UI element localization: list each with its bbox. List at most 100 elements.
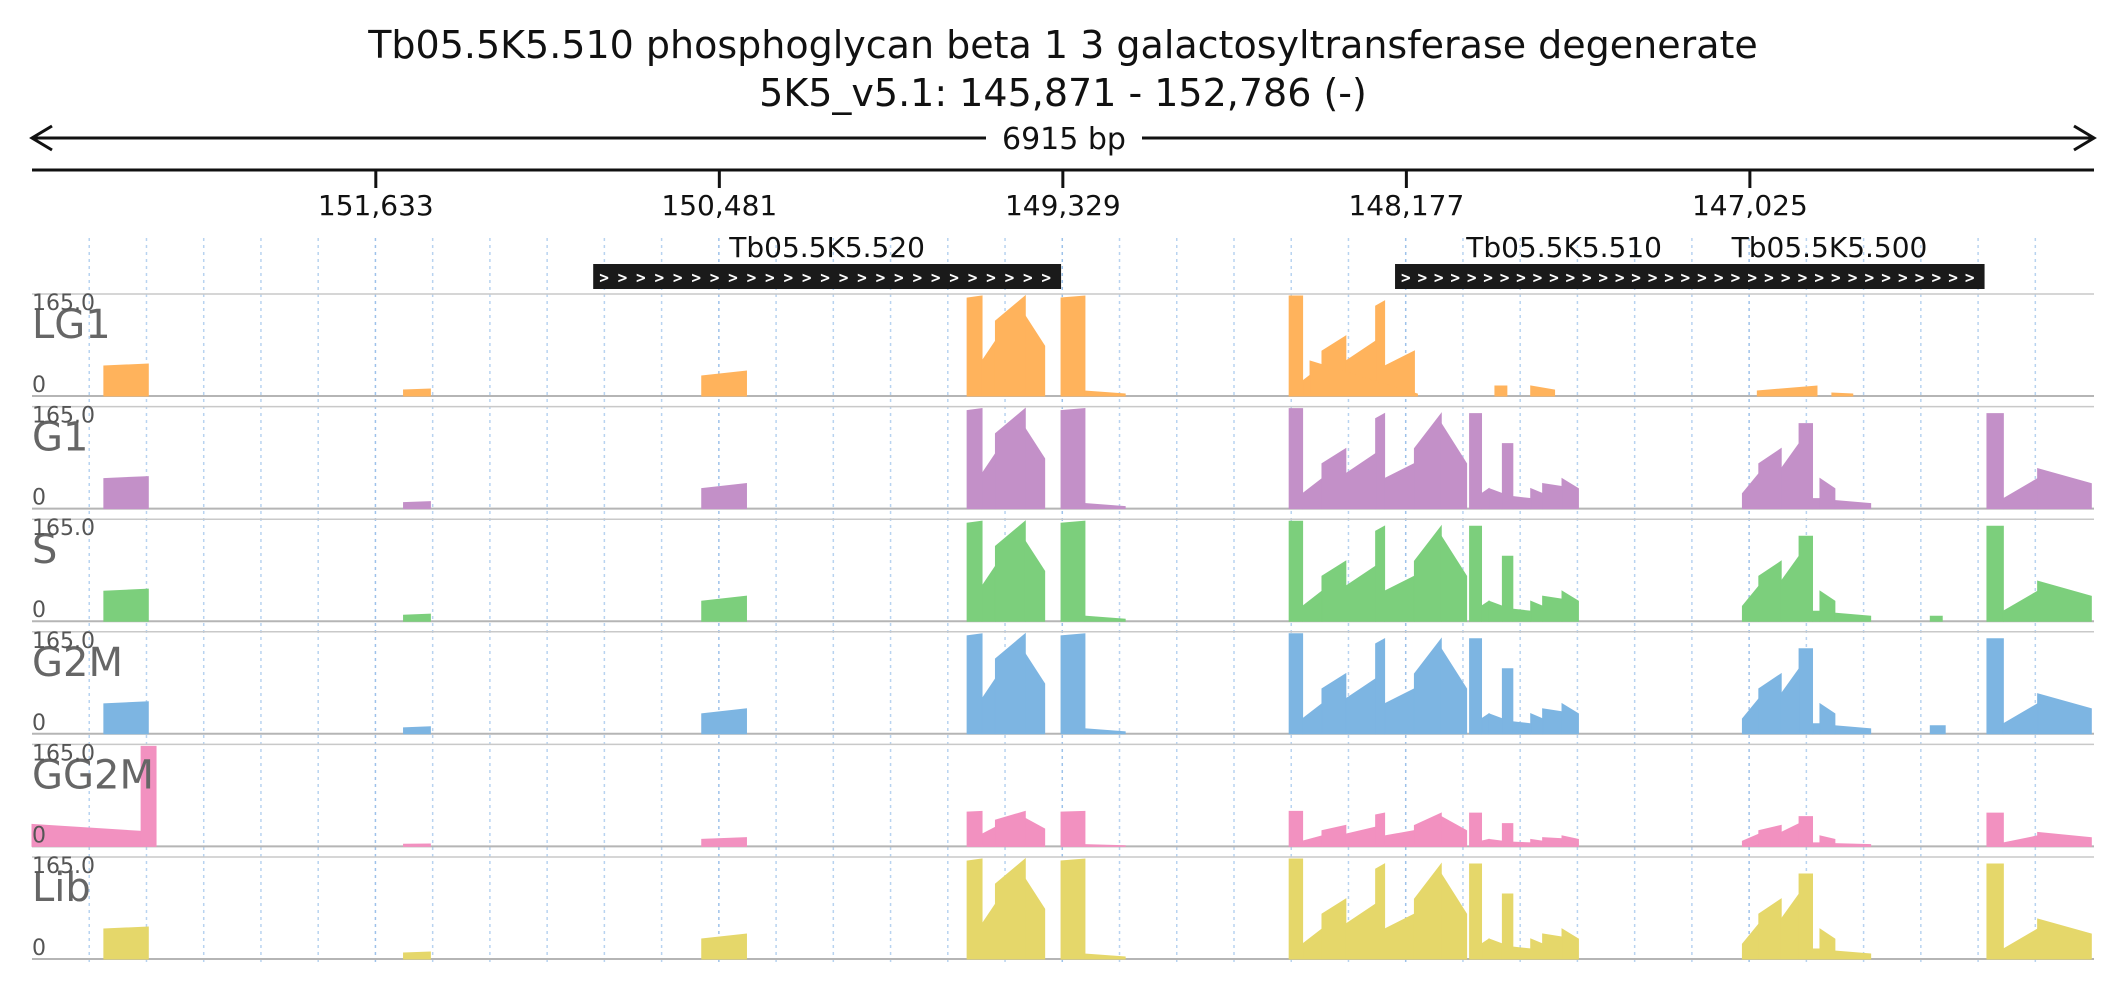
coverage-area — [1834, 500, 1872, 510]
gene-feature[interactable] — [1674, 264, 1985, 289]
coverage-area — [1060, 408, 1086, 510]
coverage-area — [1413, 862, 1442, 960]
coverage-area — [1758, 898, 1782, 960]
coverage-area — [1542, 595, 1563, 622]
coverage-area — [1488, 838, 1503, 847]
coverage-area — [1413, 412, 1442, 510]
coverage-area — [403, 726, 431, 735]
coverage-area — [1469, 413, 1483, 510]
coverage-area — [1819, 702, 1836, 735]
coverage-area — [1819, 835, 1836, 847]
coverage-area — [1512, 946, 1532, 960]
coverage-area — [1812, 610, 1821, 622]
coverage-area — [1501, 555, 1514, 622]
coverage-area — [1469, 525, 1483, 622]
gene-label: Tb05.5K5.510 — [1465, 231, 1662, 264]
strand-arrows: > > > > > > > > > > > > > > > > > > > > … — [599, 268, 1051, 287]
tick-label: 147,025 — [1692, 189, 1808, 222]
coverage-area — [966, 633, 983, 735]
gene-track: Tb05.5K5.520 > > > > > > > > > > > > > > … — [593, 231, 1985, 289]
coverage-area — [103, 363, 149, 397]
coverage-area — [1741, 584, 1760, 622]
coverage-area — [103, 588, 149, 622]
coverage-area — [981, 826, 996, 847]
coverage-area — [1512, 608, 1532, 622]
coverage-area — [1512, 721, 1532, 735]
coverage-area — [1741, 697, 1760, 735]
coverage-area — [1812, 842, 1821, 847]
track-label: LG1 — [32, 302, 111, 348]
coverage-area — [1084, 728, 1126, 735]
coverage-area — [1469, 812, 1483, 847]
coverage-area — [1375, 812, 1386, 847]
coverage-tracks: LG1 165.0 0 G1165.00S165.00G2M165.00GG2M165… — [31, 291, 2094, 961]
coverage-area — [103, 926, 149, 960]
coverage-area — [1494, 385, 1508, 397]
coverage-area — [1302, 702, 1323, 735]
coverage-area — [1542, 483, 1563, 510]
coverage-area — [1798, 423, 1814, 510]
coverage-area — [1060, 520, 1086, 622]
coverage-area — [1780, 442, 1800, 510]
tick-label: 151,633 — [318, 189, 434, 222]
coverage-area — [1530, 838, 1544, 847]
coverage-area — [1384, 687, 1415, 735]
coverage-area — [1812, 498, 1821, 510]
coverage-area — [1831, 392, 1854, 397]
coverage-area — [1024, 539, 1046, 622]
coverage-area — [1741, 472, 1760, 510]
coverage-area — [2037, 693, 2092, 735]
coverage-area — [1469, 863, 1483, 960]
coverage-area — [403, 951, 431, 960]
coverage-area — [1302, 477, 1323, 510]
coverage-area — [1375, 412, 1386, 510]
coverage-area — [1084, 503, 1126, 510]
coverage-area — [103, 701, 149, 735]
coverage-area — [1756, 385, 1818, 397]
coverage-area — [1288, 633, 1304, 735]
gene-feature[interactable] — [593, 264, 1062, 289]
coverage-area — [701, 708, 747, 735]
y-min-label: 0 — [32, 711, 46, 736]
y-max-label: 165.0 — [32, 854, 95, 879]
coverage-area — [994, 407, 1026, 510]
coverage-area — [1288, 810, 1304, 847]
coverage-area — [1321, 672, 1347, 735]
coverage-area — [1375, 525, 1386, 622]
coverage-area — [1288, 295, 1304, 397]
coverage-area — [2037, 831, 2092, 847]
coverage-area — [1345, 565, 1377, 622]
coverage-area — [1501, 823, 1514, 847]
coverage-area — [140, 745, 157, 847]
coverage-area — [1812, 723, 1821, 735]
coverage-area — [1758, 824, 1782, 847]
coverage-area — [1084, 390, 1126, 397]
coverage-area — [1561, 835, 1579, 847]
coverage-area — [701, 837, 747, 847]
coverage-area — [1024, 817, 1046, 847]
coverage-area — [1321, 560, 1347, 622]
coverage-area — [403, 388, 431, 397]
coverage-area — [1530, 600, 1544, 622]
coverage-area — [1440, 534, 1468, 622]
coverage-area — [1986, 812, 2004, 847]
coverage-area — [403, 843, 431, 847]
coverage-area — [1542, 837, 1563, 847]
coverage-area — [966, 295, 983, 397]
coverage-area — [1481, 712, 1490, 735]
arrow-right-icon — [2073, 124, 2097, 152]
coverage-area — [1798, 873, 1814, 960]
coverage-area — [1345, 452, 1377, 510]
span-indicator: 6915 bp — [29, 122, 2097, 157]
coverage-area — [1024, 652, 1046, 735]
coverage-area — [2002, 590, 2039, 622]
track-label: G1 — [32, 415, 88, 461]
coverage-area — [1413, 637, 1442, 735]
coverage-area — [994, 632, 1026, 735]
coverage-area — [2037, 580, 2092, 622]
